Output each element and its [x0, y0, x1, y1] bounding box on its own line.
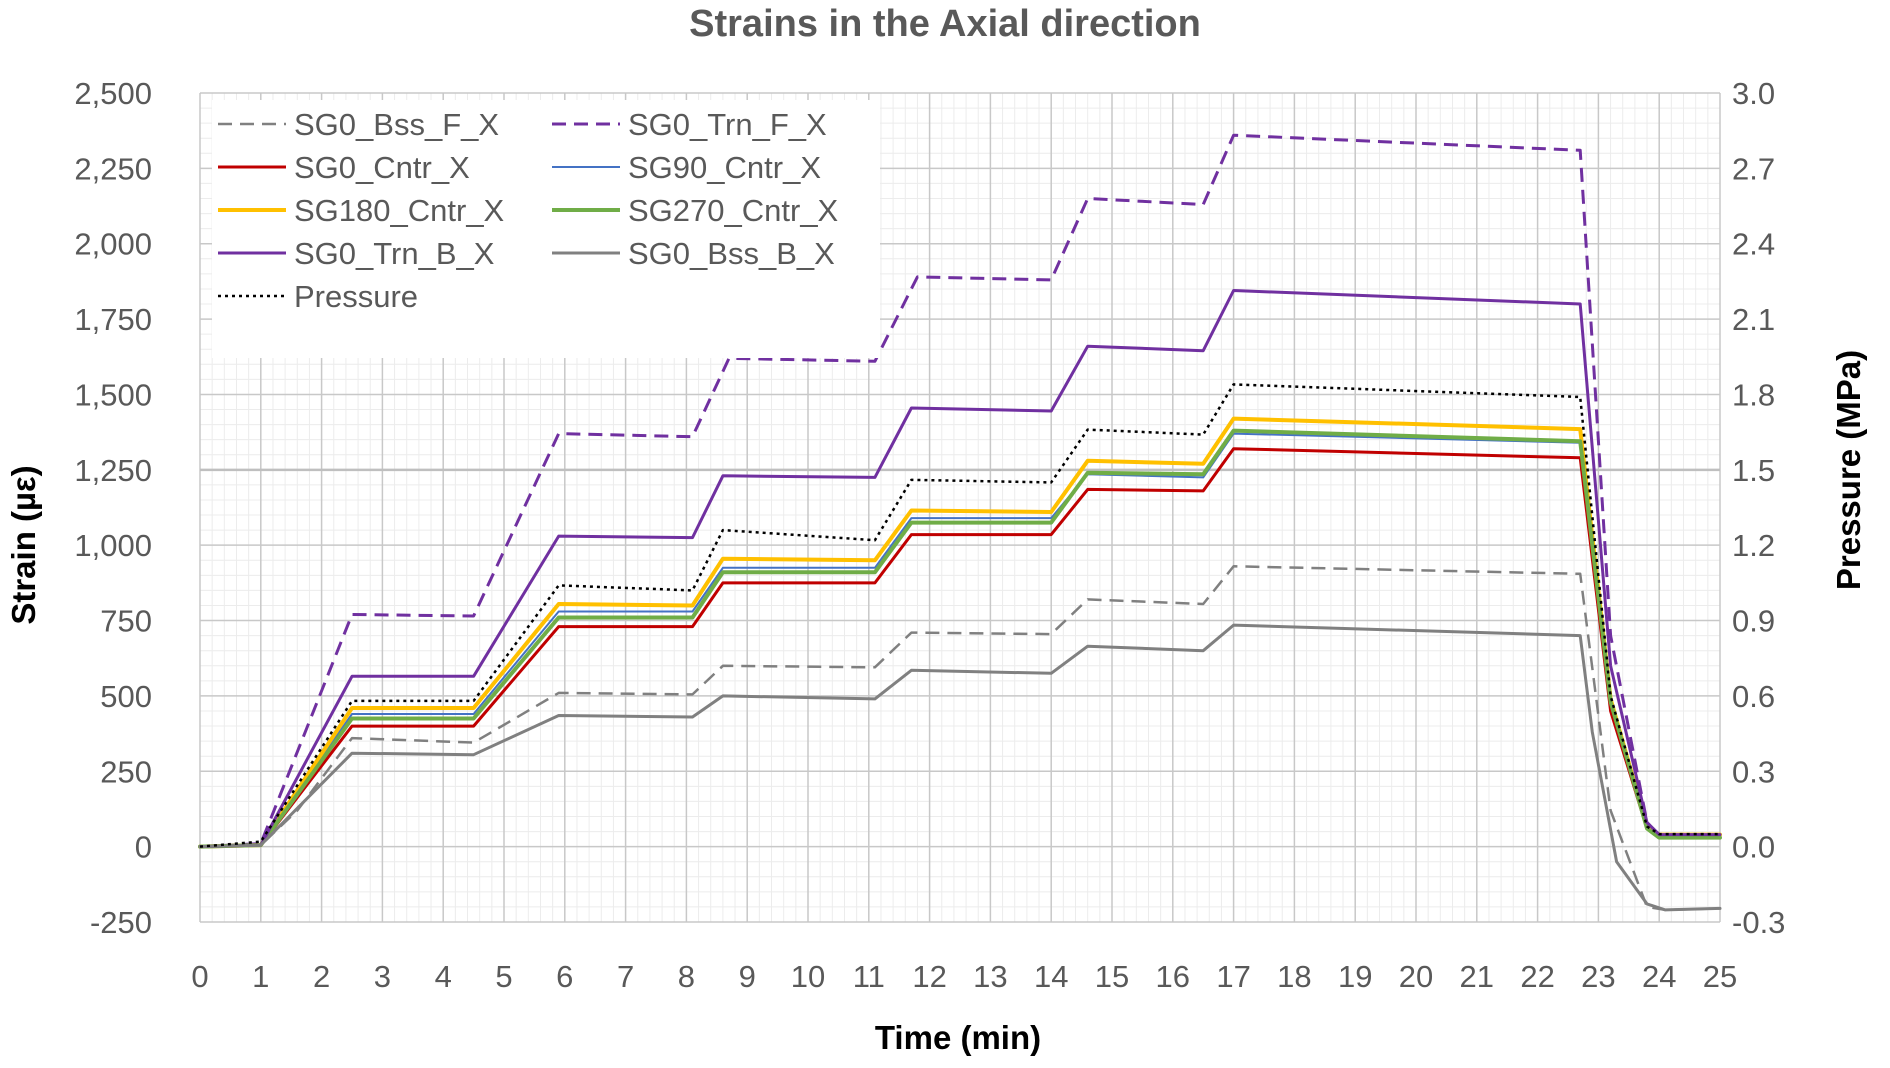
- axis-layer: 0 1 2 3 4 5 6 7 8 9 10 11 12 13 14 15 16 17 18 19 20 21 22 23 24…: [74, 76, 1785, 994]
- x-tick-label: 3: [374, 959, 391, 994]
- y-tick-label: 500: [100, 679, 152, 714]
- legend-label-sg0-bss-f-x: SG0_Bss_F_X: [294, 107, 499, 142]
- x-tick-label: 14: [1034, 959, 1068, 994]
- chart-title: Strains in the Axial direction: [689, 3, 1201, 45]
- y-tick-label: -250: [90, 905, 152, 940]
- legend-label-sg0-trn-f-x: SG0_Trn_F_X: [628, 107, 827, 142]
- y-tick-label: 2,000: [74, 227, 152, 262]
- y2-tick-label: 0.0: [1732, 830, 1775, 865]
- series-line-sg0-trn-b-x: [198, 289, 1722, 849]
- y2-tick-label: -0.3: [1732, 905, 1785, 940]
- x-tick-label: 1: [252, 959, 269, 994]
- x-tick-label: 23: [1581, 959, 1615, 994]
- x-tick-label: 22: [1520, 959, 1554, 994]
- x-tick-label: 9: [739, 959, 756, 994]
- y-tick-label: 1,750: [74, 302, 152, 337]
- x-tick-label: 18: [1277, 959, 1311, 994]
- x-tick-label: 0: [191, 959, 208, 994]
- legend-label-sg0-trn-b-x: SG0_Trn_B_X: [294, 236, 495, 271]
- x-tick-label: 11: [853, 959, 885, 994]
- legend-label-sg0-bss-b-x: SG0_Bss_B_X: [628, 236, 835, 271]
- series-line-sg270-cntr-x: [198, 428, 1722, 849]
- y-tick-label: 1,500: [74, 377, 152, 412]
- x-tick-label: 10: [791, 959, 825, 994]
- x-tick-label: 20: [1399, 959, 1433, 994]
- y-tick-label: 0: [135, 830, 152, 865]
- y-tick-label: 750: [100, 604, 152, 639]
- x-tick-label: 25: [1703, 959, 1737, 994]
- legend-background: [212, 100, 880, 358]
- x-tick-label: 24: [1642, 959, 1676, 994]
- x-axis-title: Time (min): [875, 1019, 1041, 1056]
- x-tick-label: 12: [912, 959, 946, 994]
- legend: SG0_Bss_F_X SG0_Trn_F_X SG0_Cntr_X SG90_Cnt…: [212, 100, 880, 358]
- series-line-sg0-trn-f-x: [199, 133, 1721, 849]
- x-tick-label: 19: [1338, 959, 1372, 994]
- x-tick-label: 6: [556, 959, 573, 994]
- x-tick-label: 16: [1156, 959, 1190, 994]
- y2-tick-label: 1.5: [1732, 453, 1775, 488]
- y2-tick-label: 0.3: [1732, 754, 1775, 789]
- x-tick-label: 5: [495, 959, 512, 994]
- y-axis-title: Strain (µε): [5, 465, 42, 624]
- y2-axis-title: Pressure (MPa): [1830, 350, 1867, 590]
- series-line-sg0-bss-b-x: [198, 623, 1722, 912]
- series-layer: [198, 133, 1722, 912]
- x-tick-label: 2: [313, 959, 330, 994]
- series-line-sg90-cntr-x: [199, 432, 1721, 848]
- y2-tick-label: 1.8: [1732, 377, 1775, 412]
- x-tick-label: 7: [617, 959, 634, 994]
- legend-label-sg270-cntr-x: SG270_Cntr_X: [628, 193, 839, 228]
- y-tick-label: 2,500: [74, 76, 152, 111]
- y-tick-label: 1,000: [74, 528, 152, 563]
- x-tick-label: 17: [1216, 959, 1250, 994]
- series-line-sg0-cntr-x: [198, 447, 1722, 849]
- legend-label-pressure: Pressure: [294, 279, 418, 314]
- series-line-pressure: [199, 383, 1720, 848]
- y2-tick-label: 3.0: [1732, 76, 1775, 111]
- legend-label-sg180-cntr-x: SG180_Cntr_X: [294, 193, 505, 228]
- y-tick-label: 1,250: [74, 453, 152, 488]
- series-line-sg0-bss-f-x: [199, 565, 1721, 912]
- y-tick-label: 250: [100, 754, 152, 789]
- y2-tick-label: 1.2: [1732, 528, 1775, 563]
- x-tick-label: 15: [1095, 959, 1129, 994]
- y2-tick-label: 0.9: [1732, 604, 1775, 639]
- grid-layer: [199, 92, 1721, 923]
- y2-tick-label: 2.1: [1732, 302, 1775, 337]
- y2-tick-label: 2.7: [1732, 151, 1775, 186]
- legend-label-sg90-cntr-x: SG90_Cntr_X: [628, 150, 821, 185]
- y2-tick-label: 0.6: [1732, 679, 1775, 714]
- x-tick-label: 13: [973, 959, 1007, 994]
- x-tick-label: 8: [678, 959, 695, 994]
- y2-tick-label: 2.4: [1732, 227, 1775, 262]
- x-tick-label: 21: [1460, 959, 1494, 994]
- x-tick-label: 4: [435, 959, 452, 994]
- y-tick-label: 2,250: [74, 151, 152, 186]
- legend-label-sg0-cntr-x: SG0_Cntr_X: [294, 150, 470, 185]
